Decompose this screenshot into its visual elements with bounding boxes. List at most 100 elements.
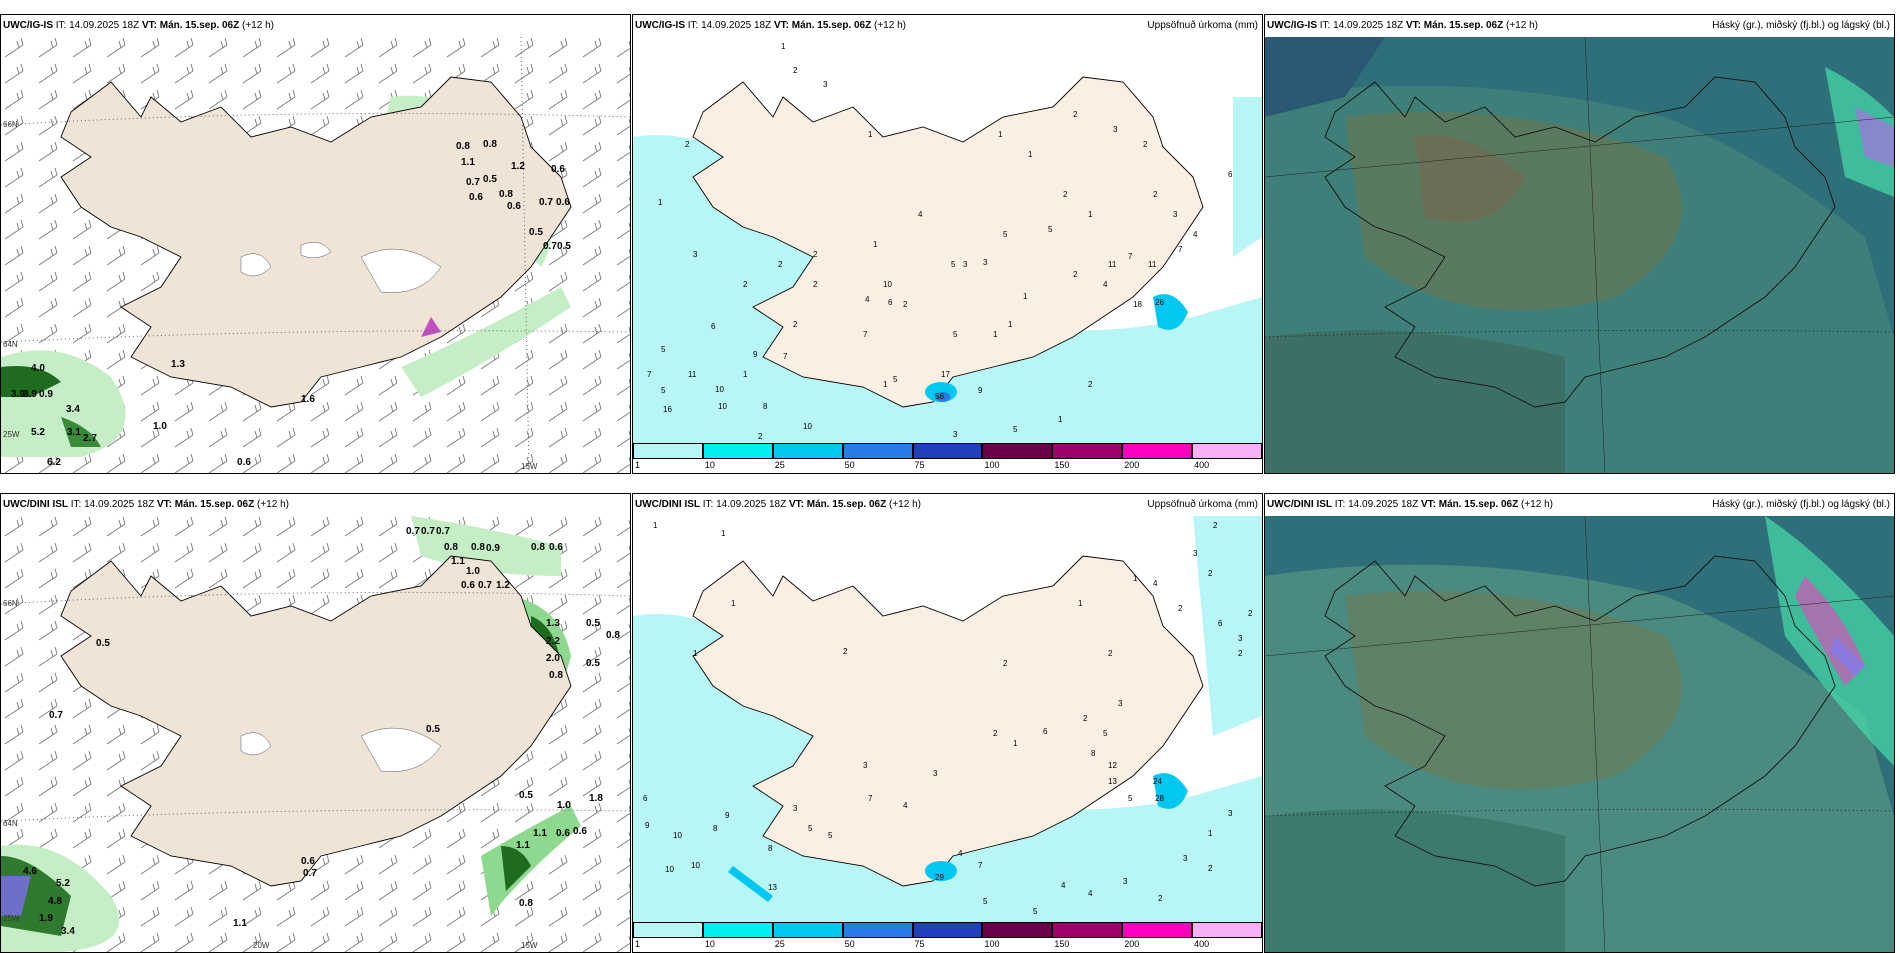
accum-value: 56 [935,392,944,401]
precip-value: 1.9 [39,913,53,924]
precip-value: 0.8 [483,139,497,150]
map-svg: 1 2 3 2 1 1 1 2 2 3 1 2 1 2 3 4 6 3 2 2 [633,37,1262,473]
colorbar-swatch [1052,922,1123,938]
precip-value: 0.7 [303,868,317,879]
accum-value: 10 [883,280,892,289]
accum-value: 2 [685,140,690,149]
colorbar-tick-label: 25 [774,939,785,949]
colorbar-swatch [772,443,843,459]
precip-value: 0.5 [426,724,440,735]
colorbar-tick-label: 75 [914,939,925,949]
precip-value-labels: 0.7 0.7 0.7 0.8 0.8 0.9 1.1 1.0 0.6 0.7 … [23,526,620,937]
accum-value: 1 [743,370,748,379]
map-clouds [1265,37,1894,473]
accum-value: 1 [658,198,663,207]
precip-value: 0.8 [499,189,513,200]
accum-value: 16 [663,405,672,414]
accum-value: 5 [808,824,813,833]
accum-value: 5 [1003,230,1008,239]
accum-value: 2 [1073,110,1078,119]
accum-value: 5 [1128,794,1133,803]
panel-bottom-accum-precip: UWC/DINI ISL IT: 14.09.2025 18Z VT: Mán.… [632,493,1263,953]
precip-value: 0.7 [406,526,420,537]
accum-value: 5 [661,386,666,395]
precip-value: 0.8 [456,141,470,152]
accum-value: 11 [1108,260,1117,269]
accum-value: 13 [1108,777,1117,786]
accum-value: 5 [828,831,833,840]
map-svg: 1 1 2 1 1 3 2 1 2 3 1 2 4 6 2 2 2 2 3 2 [633,516,1262,952]
accum-value: 9 [978,386,983,395]
precip-value: 4.8 [48,896,62,907]
accum-value: 1 [1028,150,1033,159]
precip-value: 0.7 [466,177,480,188]
precip-value: 0.6 [556,197,570,208]
accum-value: 2 [1248,609,1253,618]
colorbar-swatch [1192,922,1262,938]
precip-value: 1.2 [511,161,525,172]
accum-value: 2 [1158,894,1163,903]
accum-value: 11 [1148,260,1157,269]
precip-value: 1.1 [533,828,547,839]
accum-value: 9 [725,811,730,820]
precip-value: 0.6 [301,856,315,867]
accum-value: 3 [1113,125,1118,134]
accum-value: 1 [1078,599,1083,608]
precip-value-labels: 0.8 0.8 1.1 0.7 0.5 1.2 0.6 0.6 0.8 0.6 … [11,139,571,468]
iceland-outline [1324,76,1836,408]
accum-value: 4 [903,801,908,810]
accum-value: 2 [813,250,818,259]
accum-value: 4 [918,210,923,219]
precip-value: 1.8 [589,793,603,804]
accum-value: 10 [665,865,674,874]
precip-value: 0.6 [556,828,570,839]
panel-header: UWC/DINI ISL IT: 14.09.2025 18Z VT: Mán.… [1265,494,1894,516]
colorbar-swatch [633,443,703,459]
iceland-landmass [692,76,1204,408]
precip-value: 0.9 [39,389,53,400]
accum-value: 5 [1048,225,1053,234]
precip-value: 1.1 [516,840,530,851]
accum-value-labels: 1 2 3 2 1 1 1 2 2 3 1 2 1 2 3 4 6 3 2 2 [647,42,1233,441]
accum-value: 1 [731,599,736,608]
accum-value: 1 [993,330,998,339]
accum-value: 6 [888,298,893,307]
panel-top-accum-precip: UWC/IG-IS IT: 14.09.2025 18Z VT: Mán. 15… [632,14,1263,474]
panel-top-clouds: UWC/IG-IS IT: 14.09.2025 18Z VT: Mán. 15… [1264,14,1895,474]
colorbar-swatch [1122,922,1193,938]
colorbar-swatch [982,443,1053,459]
accum-value: 1 [653,521,658,530]
colorbar-tick-label: 25 [774,460,785,470]
colorbar-tick-label: 400 [1194,460,1210,470]
precip-value: 4.0 [31,363,45,374]
accum-value: 5 [983,897,988,906]
precip-value: 0.6 [237,457,251,468]
panel-title: Háský (gr.), miðský (fj.bl.) og lágský (… [1712,499,1890,510]
accum-value: 26 [1155,298,1164,307]
accum-value: 4 [1103,280,1108,289]
panel-header: UWC/IG-IS IT: 14.09.2025 18Z VT: Mán. 15… [633,15,1262,37]
colorbar-tick-label: 10 [704,460,715,470]
lat-label: 64N [3,340,18,349]
colorbar-tick-label: 150 [1054,939,1070,949]
precip-value: 0.5 [96,638,110,649]
colorbar-swatch [1192,443,1262,459]
colorbar-tick-label: 50 [844,939,855,949]
accum-value: 1 [873,240,878,249]
precip-value: 0.8 [549,670,563,681]
accum-value: 1 [1013,739,1018,748]
accum-value: 6 [711,322,716,331]
accum-value: 3 [793,804,798,813]
accum-value: 10 [673,831,682,840]
accum-value: 7 [1178,245,1183,254]
accum-value: 1 [1023,292,1028,301]
precip-value: 5.2 [56,878,70,889]
accum-value: 2 [743,280,748,289]
colorbar-swatch [982,922,1053,938]
colorbar-tick-label: 1 [635,939,641,949]
colorbar-tick-label: 50 [844,460,855,470]
accum-value: 2 [1208,864,1213,873]
colorbar-tick-label: 75 [914,460,925,470]
lat-label: 66N [3,120,18,129]
colorbar-swatch [1122,443,1193,459]
